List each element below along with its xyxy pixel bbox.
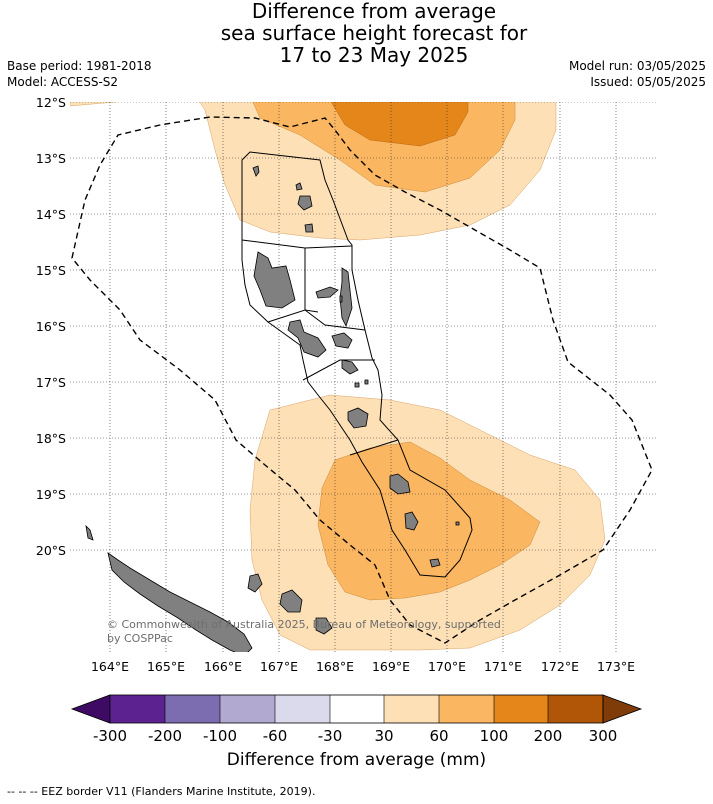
colorbar-tick-label: -100 [203, 727, 237, 745]
colorbar-segment [110, 695, 165, 723]
anomaly-south-60-100 [317, 441, 541, 601]
island-erromango [389, 473, 411, 495]
colorbar-segment [330, 695, 384, 723]
province-line-4 [302, 359, 375, 381]
model-text: Model: ACCESS-S2 [7, 75, 119, 89]
colorbar: -300 -200 -100 -60 -30 30 60 100 200 300 [70, 694, 643, 745]
island-espiritu-santo [253, 251, 296, 309]
lon-label: 167°E [260, 659, 298, 674]
title-line-1: Difference from average [251, 0, 497, 23]
island-maewo [339, 295, 343, 303]
lon-label: 172°E [541, 659, 579, 674]
colorbar-tick-label: 300 [589, 727, 618, 745]
island-ambrym [331, 332, 353, 349]
lat-label: 14°S [36, 207, 66, 222]
colorbar-segment [220, 695, 275, 723]
island-merelava [304, 223, 314, 233]
eez-legend-footer: -- -- -- EEZ border V11 (Flanders Marine… [7, 785, 316, 798]
island-efate [347, 407, 369, 429]
lat-label: 18°S [36, 431, 66, 446]
colorbar-tick-label: 100 [480, 727, 509, 745]
lat-label: 17°S [36, 375, 66, 390]
lat-label: 13°S [36, 151, 66, 166]
copyright-line-2: by COSPPac [107, 632, 173, 645]
issued-text: Issued: 05/05/2025 [590, 75, 706, 89]
latitude-labels: 12°S 13°S 14°S 15°S 16°S 17°S 18°S 19°S … [36, 95, 66, 558]
island-ouvea [247, 573, 263, 593]
anomaly-north-100-200 [330, 102, 469, 147]
island-malekula [287, 319, 327, 358]
new-caledonia [85, 524, 333, 652]
copyright-line-1: © Commonwealth of Australia 2025, Bureau… [107, 618, 501, 631]
lon-label: 168°E [316, 659, 354, 674]
lon-label: 166°E [204, 659, 242, 674]
lon-label: 171°E [484, 659, 522, 674]
lat-label: 19°S [36, 487, 66, 502]
island-shepherds [354, 382, 360, 388]
lat-label: 15°S [36, 263, 66, 278]
island-mare [315, 617, 333, 635]
province-line-2 [304, 248, 319, 313]
colorbar-high-extension [602, 694, 643, 724]
colorbar-tick-label: 30 [374, 727, 393, 745]
colorbar-tick-label: -200 [148, 727, 182, 745]
province-boundaries [241, 151, 473, 578]
title-line-3: 17 to 23 May 2025 [279, 43, 469, 67]
island-torres [252, 165, 260, 177]
meta-left: Base period: 1981-2018 Model: ACCESS-S2 [7, 58, 152, 90]
island-aneityum [429, 558, 441, 568]
base-period-text: Base period: 1981-2018 [7, 59, 152, 73]
colorbar-tick-label: -60 [263, 727, 288, 745]
colorbar-segment [384, 695, 439, 723]
map-area: © Commonwealth of Australia 2025, Bureau… [70, 102, 656, 652]
lon-label: 173°E [597, 659, 635, 674]
lon-label: 169°E [372, 659, 410, 674]
colorbar-title: Difference from average (mm) [226, 750, 487, 770]
colorbar-segment [275, 695, 330, 723]
lon-label: 170°E [428, 659, 466, 674]
meta-right: Model run: 03/05/2025 Issued: 05/05/2025 [569, 58, 706, 90]
colorbar-segment [165, 695, 220, 723]
model-run-text: Model run: 03/05/2025 [568, 59, 706, 73]
province-line-1 [241, 239, 353, 249]
island-lifou [279, 589, 303, 613]
title-line-2: sea surface height forecast for [220, 21, 528, 45]
colorbar-segment [494, 695, 548, 723]
colorbar-tick-label: -30 [318, 727, 343, 745]
colorbar-segment [439, 695, 494, 723]
island-gaua [297, 195, 313, 211]
island-futuna [455, 521, 460, 526]
island-vanua-lava [295, 182, 303, 191]
lon-label: 164°E [91, 659, 129, 674]
colorbar-low-extension [70, 694, 111, 724]
lat-label: 12°S [36, 95, 66, 110]
lat-label: 20°S [36, 543, 66, 558]
longitude-labels: 164°E 165°E 166°E 167°E 168°E 169°E 170°… [91, 659, 635, 674]
province-line-3 [267, 309, 366, 331]
lat-label: 16°S [36, 319, 66, 334]
vanuatu-islands [252, 165, 460, 568]
island-ambae [315, 286, 339, 299]
eez-border [71, 116, 653, 644]
colorbar-tick-label: 60 [429, 727, 448, 745]
colorbar-segment [548, 695, 603, 723]
colorbar-tick-label: -300 [93, 727, 127, 745]
island-belep [85, 524, 94, 541]
map-title: Difference from average sea surface heig… [0, 0, 713, 66]
island-tanna [404, 511, 419, 531]
lon-label: 165°E [147, 659, 185, 674]
colorbar-tick-label: 200 [534, 727, 563, 745]
island-small-1 [364, 379, 369, 385]
island-pentecost [339, 267, 353, 328]
island-epi [341, 359, 359, 375]
province-line-5 [349, 439, 399, 456]
island-grande-terre [107, 552, 253, 652]
